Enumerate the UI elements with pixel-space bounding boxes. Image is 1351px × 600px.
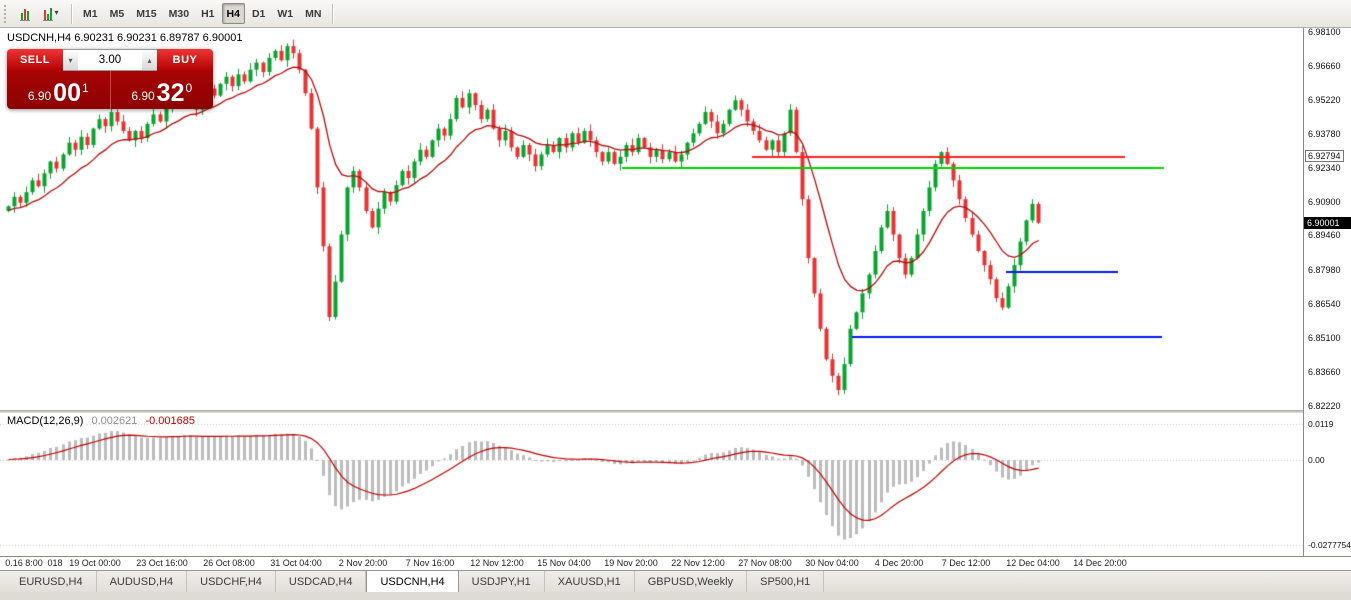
macd-main-value: 0.002621 [91,415,138,427]
time-label: 31 Oct 04:00 [270,558,322,568]
price-tick: 6.93780 [1308,129,1341,139]
time-label: 7 Nov 16:00 [405,558,455,568]
timeframe-button-m15[interactable]: M15 [136,7,157,20]
macd-tick: -0.0277754 [1308,540,1351,550]
sell-price-base: 6.90 [27,89,52,103]
sell-price-big: 00 [53,78,81,107]
price-tick: 6.95220 [1308,95,1341,105]
chart-type-button[interactable]: ▾ [36,3,66,25]
time-label: 018 [47,558,63,568]
current-price-badge: 6.90001 [1304,217,1351,229]
bar-chart-icon [43,7,54,21]
toolbar-separator [71,3,72,24]
price-tick: 6.89460 [1308,230,1341,240]
timeframe-button-h4[interactable]: H4 [221,3,245,24]
lot-decrease-button[interactable]: ▾ [63,49,78,71]
macd-indicator-label: MACD(12,26,9) 0.002621 -0.001685 [7,415,195,427]
time-label: 15 Nov 04:00 [537,558,591,568]
toolbar-drag-handle[interactable] [4,4,9,23]
buy-price-big: 32 [156,78,185,107]
tab-xauusd-h1[interactable]: XAUUSD,H1 [545,571,635,592]
time-label: 12 Nov 12:00 [470,558,524,568]
macd-pane[interactable]: MACD(12,26,9) 0.002621 -0.001685 [0,413,1303,556]
price-tick: 6.85100 [1308,333,1341,343]
time-label: 14 Dec 20:00 [1073,558,1127,568]
price-tick: 6.96660 [1308,61,1341,71]
time-label: 19 Nov 20:00 [604,558,658,568]
buy-price-sup: 0 [185,81,193,95]
candlestick-chart-icon [20,8,30,21]
sell-price-sup: 1 [81,81,89,95]
tab-usdcad-h4[interactable]: USDCAD,H4 [276,571,367,592]
time-label: 4 Dec 20:00 [874,558,924,568]
time-label: 12 Dec 04:00 [1006,558,1060,568]
price-tick: 6.86540 [1308,299,1341,309]
macd-signal-value: -0.001685 [145,415,195,427]
time-label: 30 Nov 04:00 [805,558,859,568]
price-tick: 6.92340 [1308,163,1341,173]
macd-name: MACD(12,26,9) [7,415,84,427]
tab-usdjpy-h1[interactable]: USDJPY,H1 [459,571,545,592]
timeframe-button-w1[interactable]: W1 [277,7,294,20]
price-tick: 6.82220 [1308,401,1341,411]
timeframe-button-group: M1 M5 M15 M30 H1 H4 D1 W1 MN [77,3,327,24]
chevron-down-icon: ▾ [54,7,59,17]
price-chart-canvas[interactable] [0,28,1303,410]
timeframe-button-m5[interactable]: M5 [109,7,125,20]
time-label: 0.16 8:00 [5,558,43,568]
time-label: 23 Oct 16:00 [136,558,188,568]
price-pane[interactable]: USDCNH,H4 6.90231 6.90231 6.89787 6.9000… [0,28,1303,410]
lot-size-input[interactable]: 3.00 [78,49,142,71]
pane-splitter[interactable] [0,410,1351,413]
tab-sp500-h1[interactable]: SP500,H1 [747,571,825,592]
one-click-trading-panel: SELL ▾ 3.00 ▴ BUY 6.90 00 1 6.90 32 0 [7,49,213,109]
timeframe-button-h1[interactable]: H1 [201,7,215,20]
timeframe-button-m1[interactable]: M1 [83,7,98,20]
lot-increase-button[interactable]: ▴ [142,49,157,71]
symbol-ohlc-label: USDCNH,H4 6.90231 6.90231 6.89787 6.9000… [7,32,243,44]
buy-price-base: 6.90 [131,89,155,103]
timeframe-button-d1[interactable]: D1 [251,7,266,20]
tab-gbpusd-weekly[interactable]: GBPUSD,Weekly [635,571,748,592]
toolbar-separator [332,3,334,24]
line-price-marker: 6.92794 [1305,150,1344,162]
tab-audusd-h4[interactable]: AUDUSD,H4 [97,571,188,592]
time-label: 19 Oct 00:00 [69,558,121,568]
price-tick: 6.90900 [1308,197,1341,207]
time-label: 22 Nov 12:00 [671,558,725,568]
price-tick: 6.83660 [1308,367,1341,377]
chart-window: USDCNH,H4 6.90231 6.90231 6.89787 6.9000… [0,27,1351,570]
macd-chart-canvas[interactable] [0,413,1303,556]
timeframe-button-m30[interactable]: M30 [168,7,190,20]
macd-tick: 0.0119 [1308,419,1334,429]
time-label: 27 Nov 08:00 [738,558,792,568]
buy-button[interactable]: BUY [157,49,213,71]
chart-tab-bar: EURUSD,H4 AUDUSD,H4 USDCHF,H4 USDCAD,H4 USDC… [0,570,1351,592]
top-toolbar: ▾ M1 M5 M15 M30 H1 H4 D1 W1 MN [0,0,1351,28]
sell-price-display[interactable]: 6.90 00 1 [7,71,111,109]
tab-usdcnh-h4[interactable]: USDCNH,H4 [366,571,459,592]
time-label: 7 Dec 12:00 [941,558,991,568]
time-axis[interactable]: 0.16 8:00 018 19 Oct 00:00 23 Oct 16:00 26 O… [0,556,1351,570]
time-label: 2 Nov 20:00 [338,558,388,568]
price-axis[interactable]: 6.98100 6.96660 6.95220 6.93780 6.92340 6.909… [1303,27,1351,556]
tab-eurusd-h4[interactable]: EURUSD,H4 [6,571,97,592]
tab-usdchf-h4[interactable]: USDCHF,H4 [187,571,276,592]
price-tick: 6.98100 [1308,27,1341,37]
sell-button[interactable]: SELL [7,49,63,71]
timeframe-button-mn[interactable]: MN [305,7,322,20]
price-tick: 6.87980 [1308,265,1341,275]
buy-price-display[interactable]: 6.90 32 0 [111,71,214,109]
macd-tick: 0.00 [1308,455,1325,465]
time-label: 26 Oct 08:00 [203,558,255,568]
chart-window-button[interactable] [14,3,36,25]
